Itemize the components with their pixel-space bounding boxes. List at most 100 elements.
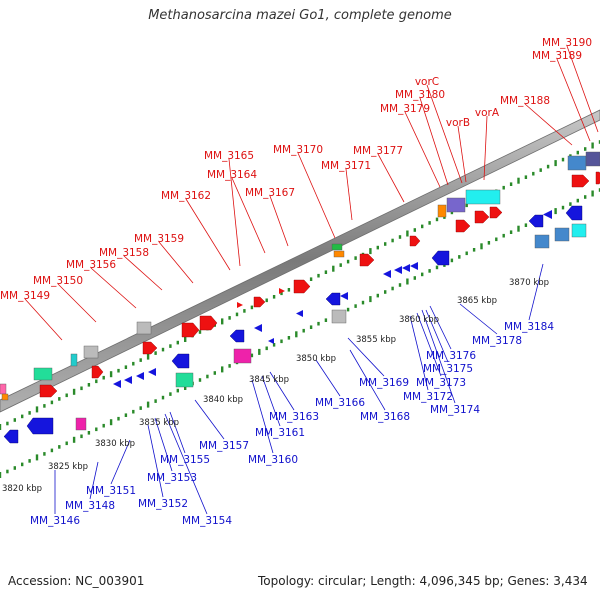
tick-mark: [0, 424, 2, 430]
tick-mark: [154, 399, 157, 403]
reverse-gene-arrow: [136, 372, 144, 380]
misc-feature-box: [0, 383, 7, 395]
leader-line: [185, 198, 231, 271]
reverse-gene-label: MM_3154: [182, 515, 232, 527]
reverse-gene-label: MM_3148: [65, 500, 115, 512]
scale-label: 3870 kbp: [509, 278, 549, 288]
leader-line: [459, 303, 498, 335]
leader-line: [297, 152, 336, 239]
tick-mark: [598, 140, 600, 144]
forward-gene-arrow: [91, 365, 104, 379]
forward-gene-arrow: [199, 315, 218, 331]
tick-mark: [21, 462, 24, 467]
tick-mark: [576, 198, 579, 203]
tick-mark: [591, 190, 594, 197]
reverse-gene-label: MM_3155: [160, 454, 210, 466]
forward-gene-label: MM_3156: [66, 259, 116, 271]
leader-line: [228, 158, 241, 267]
tick-mark: [21, 414, 24, 419]
tick-mark: [109, 371, 113, 378]
tick-mark: [265, 346, 268, 351]
reverse-gene-arrow: [3, 429, 19, 444]
leader-line: [147, 424, 164, 498]
reverse-gene-label: MM_3176: [426, 350, 476, 362]
tick-mark: [65, 393, 68, 398]
misc-feature-box: [333, 250, 345, 258]
leader-line: [158, 241, 194, 284]
misc-feature-box: [437, 204, 447, 218]
reverse-gene-arrow: [528, 214, 544, 228]
rna-gene-box: [331, 243, 343, 251]
forward-gene-label: vorA: [475, 107, 500, 119]
tick-mark: [146, 401, 150, 408]
tick-mark: [465, 203, 468, 208]
reverse-gene-label: MM_3174: [430, 404, 480, 416]
tick-mark: [569, 202, 572, 206]
tick-mark: [324, 270, 328, 274]
reverse-gene-arrow: [394, 266, 402, 274]
leader-line: [419, 97, 449, 186]
scale-label: 3845 kbp: [249, 375, 289, 385]
leader-line: [416, 312, 442, 377]
forward-gene-label: MM_3159: [134, 233, 184, 245]
reverse-gene-arrow: [296, 310, 303, 317]
forward-gene-arrow: [39, 384, 58, 398]
tick-mark: [502, 233, 505, 238]
tick-mark: [413, 228, 416, 232]
forward-gene-label: MM_3190: [542, 37, 592, 49]
leader-line: [90, 267, 137, 309]
gene-box: [585, 151, 600, 167]
leader-line: [164, 413, 208, 515]
forward-gene-label: MM_3177: [353, 145, 403, 157]
tick-mark: [221, 318, 224, 325]
leader-line: [315, 359, 341, 397]
tick-mark: [13, 418, 16, 422]
gene-box: [554, 227, 570, 242]
tick-mark: [169, 344, 172, 348]
reverse-gene-arrow: [402, 264, 410, 272]
forward-gene-arrow: [474, 210, 490, 224]
tick-mark: [317, 273, 320, 278]
forward-gene-arrow: [409, 235, 421, 247]
tick-mark: [43, 452, 46, 456]
leader-line: [57, 283, 97, 323]
scale-label: 3835 kbp: [139, 418, 179, 428]
tick-mark: [72, 436, 76, 443]
tick-mark: [102, 423, 105, 428]
reverse-gene-label: MM_3160: [248, 454, 298, 466]
tick-mark: [287, 336, 291, 340]
tick-mark: [272, 343, 276, 347]
tick-mark: [169, 392, 172, 396]
tick-mark: [339, 263, 342, 267]
reverse-gene-arrow: [383, 270, 391, 278]
reverse-gene-arrow: [325, 292, 341, 306]
tick-mark: [591, 142, 594, 149]
leader-line: [231, 177, 266, 254]
tick-mark: [354, 256, 357, 260]
tick-mark: [524, 223, 528, 227]
scale-label: 3830 kbp: [95, 439, 135, 449]
tick-mark: [465, 251, 468, 256]
tick-mark: [346, 307, 350, 312]
gene-box: [567, 155, 587, 171]
scale-label: 3820 kbp: [2, 484, 42, 494]
reverse-gene-arrow: [340, 292, 348, 300]
forward-gene-arrow: [595, 171, 600, 185]
forward-gene-arrow: [455, 219, 471, 233]
reverse-gene-label: MM_3175: [423, 363, 473, 375]
leader-line: [524, 103, 573, 146]
tick-mark: [117, 416, 120, 421]
forward-gene-arrow: [293, 279, 311, 294]
tick-mark: [598, 188, 600, 192]
tick-mark: [561, 157, 565, 162]
misc-feature-box: [1, 393, 9, 401]
scale-label: 3850 kbp: [296, 354, 336, 364]
leader-line: [483, 115, 488, 181]
forward-gene-arrow: [237, 302, 243, 308]
leader-line: [421, 309, 456, 404]
reverse-gene-label: MM_3153: [147, 472, 197, 484]
reverse-gene-arrow: [171, 353, 190, 369]
tick-mark: [87, 431, 91, 435]
tick-mark: [332, 265, 335, 272]
